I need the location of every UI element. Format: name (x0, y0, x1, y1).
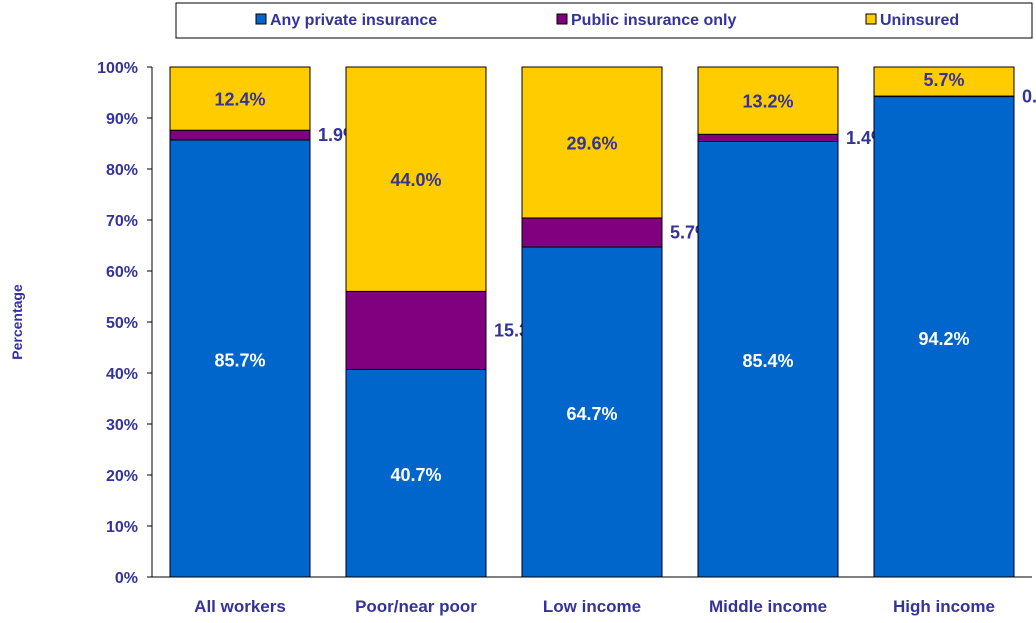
y-tick-label: 70% (106, 213, 138, 230)
bar-segment (345, 290, 487, 370)
data-label: 64.7% (566, 404, 617, 424)
bar-segment (873, 66, 1015, 97)
bar-segment (169, 129, 311, 141)
x-tick-label: High income (893, 597, 995, 616)
bar-segment (169, 66, 311, 131)
bar-segment (169, 139, 311, 578)
data-label: 40.7% (390, 465, 441, 485)
y-tick-label: 0% (115, 570, 138, 587)
y-tick-label: 80% (106, 162, 138, 179)
legend-swatch (556, 13, 568, 25)
y-axis-label: Percentage (9, 284, 25, 360)
data-label: 12.4% (214, 90, 265, 110)
legend: Any private insurance Public insurance on… (175, 2, 1033, 39)
bar-segment (521, 246, 663, 578)
y-tick-label: 30% (106, 417, 138, 434)
bar-segment (697, 133, 839, 142)
x-tick-label: Poor/near poor (355, 597, 477, 616)
data-label: 85.4% (742, 351, 793, 371)
legend-entry: Any private insurance (270, 12, 437, 29)
data-label: 44.0% (390, 170, 441, 190)
bar-segment (697, 66, 839, 135)
data-label: 0.1% (1022, 86, 1036, 106)
y-tick-label: 40% (106, 366, 138, 383)
data-label: 5.7% (923, 70, 964, 90)
data-label: 13.2% (742, 92, 793, 112)
bars: 85.7%1.9%12.4%40.7%15.3%44.0%64.7%5.7%29… (169, 66, 1036, 578)
y-tick-label: 10% (106, 519, 138, 536)
legend-box (175, 2, 1033, 39)
x-axis: All workers Poor/near poor Low income Middl… (152, 576, 1032, 616)
x-tick-label: Low income (543, 597, 641, 616)
bar-segment (697, 140, 839, 578)
y-tick-label: 90% (106, 111, 138, 128)
x-tick-label: All workers (194, 597, 286, 616)
data-label: 94.2% (918, 329, 969, 349)
bar-segment (873, 96, 1015, 578)
bar-segment (521, 66, 663, 219)
x-tick-label: Middle income (709, 597, 827, 616)
y-tick-label: 100% (97, 60, 138, 77)
data-label: 29.6% (566, 133, 617, 153)
data-label: 85.7% (214, 350, 265, 370)
legend-entry: Uninsured (880, 12, 959, 29)
y-tick-label: 50% (106, 315, 138, 332)
bar-segment (521, 217, 663, 248)
y-tick-label: 60% (106, 264, 138, 281)
y-axis: 0% 10% 20% 30% 40% 50% 60% 70% 80% 90% 100% (97, 60, 153, 587)
legend-entry: Public insurance only (571, 12, 736, 29)
legend-swatch (865, 13, 877, 25)
y-tick-label: 20% (106, 468, 138, 485)
legend-swatch (255, 13, 267, 25)
bar-segment (345, 66, 487, 292)
